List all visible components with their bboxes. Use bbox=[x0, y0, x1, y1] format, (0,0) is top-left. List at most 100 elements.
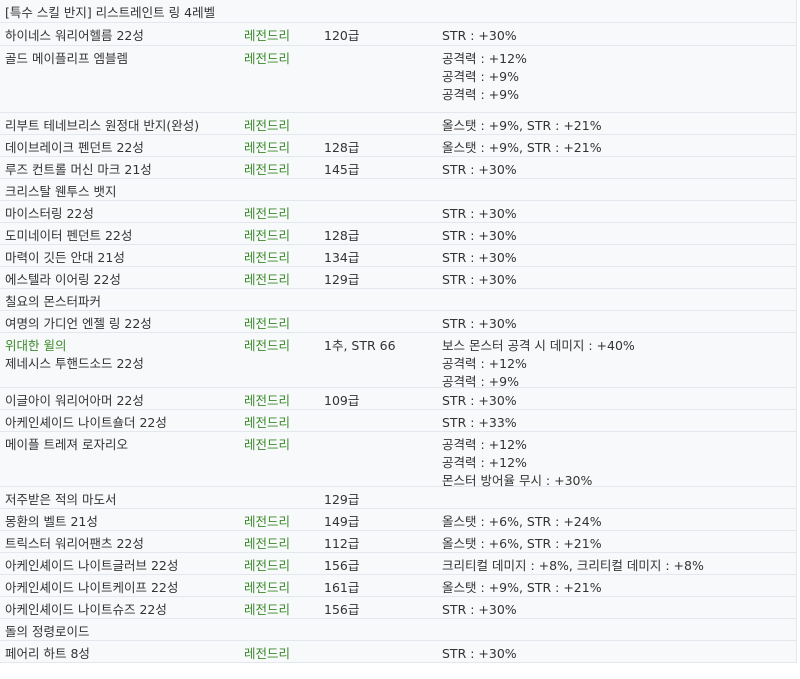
option-line: 공격력 : +12% bbox=[442, 356, 527, 371]
option-line: STR : +30% bbox=[442, 162, 517, 177]
item-name-cell: 칠요의 몬스터파커 bbox=[0, 289, 244, 311]
equipment-table: [특수 스킬 반지] 리스트레인트 링 4레벨 하이네스 워리어헬름 22성 레전… bbox=[0, 0, 797, 663]
requirement-cell: 109급 bbox=[324, 388, 442, 410]
potential-grade-cell: 레전드리 bbox=[244, 553, 324, 575]
requirement-cell: 120급 bbox=[324, 23, 442, 45]
requirement-cell: 156급 bbox=[324, 553, 442, 575]
requirement-value: 145급 bbox=[324, 162, 360, 177]
option-cell: STR : +30% bbox=[442, 23, 796, 45]
item-name-cell: 페어리 하트 8성 bbox=[0, 641, 244, 663]
item-name: 제네시스 투핸드소드 22성 bbox=[5, 356, 144, 371]
option-cell: STR : +30% bbox=[442, 157, 796, 179]
potential-grade-cell: 레전드리 bbox=[244, 531, 324, 553]
potential-grade: 레전드리 bbox=[244, 536, 291, 551]
requirement-value: 129급 bbox=[324, 492, 360, 507]
item-name: 리부트 테네브리스 원정대 반지(완성) bbox=[5, 118, 200, 133]
item-name: 아케인셰이드 나이트케이프 22성 bbox=[5, 580, 179, 595]
item-name: 칠요의 몬스터파커 bbox=[5, 294, 101, 309]
option-line: 공격력 : +9% bbox=[442, 69, 519, 84]
option-cell: 올스탯 : +6%, STR : +21% bbox=[442, 531, 796, 553]
option-cell: STR : +30% bbox=[442, 597, 796, 619]
requirement-cell: 149급 bbox=[324, 509, 442, 531]
table-row: 돌의 정령로이드 bbox=[0, 619, 796, 641]
option-cell bbox=[442, 619, 796, 623]
requirement-cell: 129급 bbox=[324, 267, 442, 289]
requirement-value: 129급 bbox=[324, 272, 360, 287]
option-cell: STR : +33% bbox=[442, 410, 796, 432]
table-row: 도미네이터 펜던트 22성 레전드리 128급 STR : +30% bbox=[0, 223, 796, 245]
item-name: 이글아이 워리어아머 22성 bbox=[5, 393, 144, 408]
requirement-cell bbox=[324, 179, 442, 183]
item-name: 페어리 하트 8성 bbox=[5, 646, 90, 661]
potential-grade: 레전드리 bbox=[244, 316, 291, 331]
requirement-cell: 112급 bbox=[324, 531, 442, 553]
potential-grade-cell: 레전드리 bbox=[244, 267, 324, 289]
option-line: STR : +30% bbox=[442, 602, 517, 617]
potential-grade-cell: 레전드리 bbox=[244, 597, 324, 619]
item-name: 도미네이터 펜던트 22성 bbox=[5, 228, 133, 243]
potential-grade: 레전드리 bbox=[244, 272, 291, 287]
item-name: 위대한 윌의 bbox=[5, 338, 67, 353]
requirement-cell bbox=[324, 619, 442, 623]
item-name: 아케인셰이드 나이트숄더 22성 bbox=[5, 415, 167, 430]
potential-grade-cell: 레전드리 bbox=[244, 388, 324, 410]
potential-grade-cell: 레전드리 bbox=[244, 23, 324, 45]
item-name: 아케인셰이드 나이트글러브 22성 bbox=[5, 558, 179, 573]
potential-grade: 레전드리 bbox=[244, 228, 291, 243]
item-name-cell: 크리스탈 웬투스 뱃지 bbox=[0, 179, 244, 201]
potential-grade: 레전드리 bbox=[244, 338, 291, 353]
potential-grade-cell: 레전드리 bbox=[244, 46, 324, 68]
option-cell bbox=[442, 487, 796, 491]
option-cell: STR : +30% bbox=[442, 311, 796, 333]
option-cell: 올스탯 : +6%, STR : +24% bbox=[442, 509, 796, 531]
item-name-cell: 아케인셰이드 나이트슈즈 22성 bbox=[0, 597, 244, 619]
potential-grade-cell: 레전드리 bbox=[244, 432, 324, 454]
table-row: 하이네스 워리어헬름 22성 레전드리 120급 STR : +30% bbox=[0, 23, 796, 46]
table-row: 트릭스터 워리어팬츠 22성 레전드리 112급 올스탯 : +6%, STR : +… bbox=[0, 531, 796, 553]
item-name-cell: 마력이 깃든 안대 21성 bbox=[0, 245, 244, 267]
potential-grade-cell bbox=[244, 289, 324, 293]
potential-grade: 레전드리 bbox=[244, 558, 291, 573]
option-line: 공격력 : +12% bbox=[442, 455, 527, 470]
option-cell: 크리티컬 데미지 : +8%, 크리티컬 데미지 : +8% bbox=[442, 553, 796, 575]
potential-grade: 레전드리 bbox=[244, 206, 291, 221]
option-cell bbox=[442, 179, 796, 183]
requirement-cell bbox=[324, 46, 442, 50]
requirement-cell bbox=[324, 641, 442, 645]
potential-grade: 레전드리 bbox=[244, 415, 291, 430]
requirement-value: 134급 bbox=[324, 250, 360, 265]
option-line: 올스탯 : +9%, STR : +21% bbox=[442, 140, 602, 155]
table-row: 아케인셰이드 나이트케이프 22성 레전드리 161급 올스탯 : +9%, STR … bbox=[0, 575, 796, 597]
table-header-row: [특수 스킬 반지] 리스트레인트 링 4레벨 bbox=[0, 0, 796, 23]
requirement-cell: 145급 bbox=[324, 157, 442, 179]
item-name-cell: 하이네스 워리어헬름 22성 bbox=[0, 23, 244, 45]
option-line: 올스탯 : +6%, STR : +21% bbox=[442, 536, 602, 551]
option-line: STR : +30% bbox=[442, 272, 517, 287]
option-line: 올스탯 : +9%, STR : +21% bbox=[442, 580, 602, 595]
potential-grade: 레전드리 bbox=[244, 51, 291, 66]
option-line: 올스탯 : +6%, STR : +24% bbox=[442, 514, 602, 529]
potential-grade-cell: 레전드리 bbox=[244, 113, 324, 135]
table-row: 저주받은 적의 마도서 129급 bbox=[0, 487, 796, 509]
option-cell: STR : +30% bbox=[442, 641, 796, 663]
table-row: 여명의 가디언 엔젤 링 22성 레전드리 STR : +30% bbox=[0, 311, 796, 333]
table-row: 아케인셰이드 나이트숄더 22성 레전드리 STR : +33% bbox=[0, 410, 796, 432]
option-line: STR : +33% bbox=[442, 415, 517, 430]
option-line: STR : +30% bbox=[442, 646, 517, 661]
option-line: STR : +30% bbox=[442, 250, 517, 265]
item-name-cell: 아케인셰이드 나이트숄더 22성 bbox=[0, 410, 244, 432]
option-line: STR : +30% bbox=[442, 393, 517, 408]
table-row: 이글아이 워리어아머 22성 레전드리 109급 STR : +30% bbox=[0, 388, 796, 410]
option-cell: 공격력 : +12% 공격력 : +12% 몬스터 방어율 무시 : +30% bbox=[442, 432, 796, 490]
potential-grade: 레전드리 bbox=[244, 580, 291, 595]
item-name: 마이스터링 22성 bbox=[5, 206, 94, 221]
item-name: 에스텔라 이어링 22성 bbox=[5, 272, 121, 287]
table-row: 골드 메이플리프 엠블렘 레전드리 공격력 : +12% 공격력 : +9% 공격력 :… bbox=[0, 46, 796, 113]
potential-grade-cell: 레전드리 bbox=[244, 641, 324, 663]
table-row: 몽환의 벨트 21성 레전드리 149급 올스탯 : +6%, STR : +24% bbox=[0, 509, 796, 531]
item-name: 트릭스터 워리어팬츠 22성 bbox=[5, 536, 144, 551]
item-name: 루즈 컨트롤 머신 마크 21성 bbox=[5, 162, 152, 177]
potential-grade-cell: 레전드리 bbox=[244, 410, 324, 432]
potential-grade-cell: 레전드리 bbox=[244, 157, 324, 179]
potential-grade: 레전드리 bbox=[244, 140, 291, 155]
